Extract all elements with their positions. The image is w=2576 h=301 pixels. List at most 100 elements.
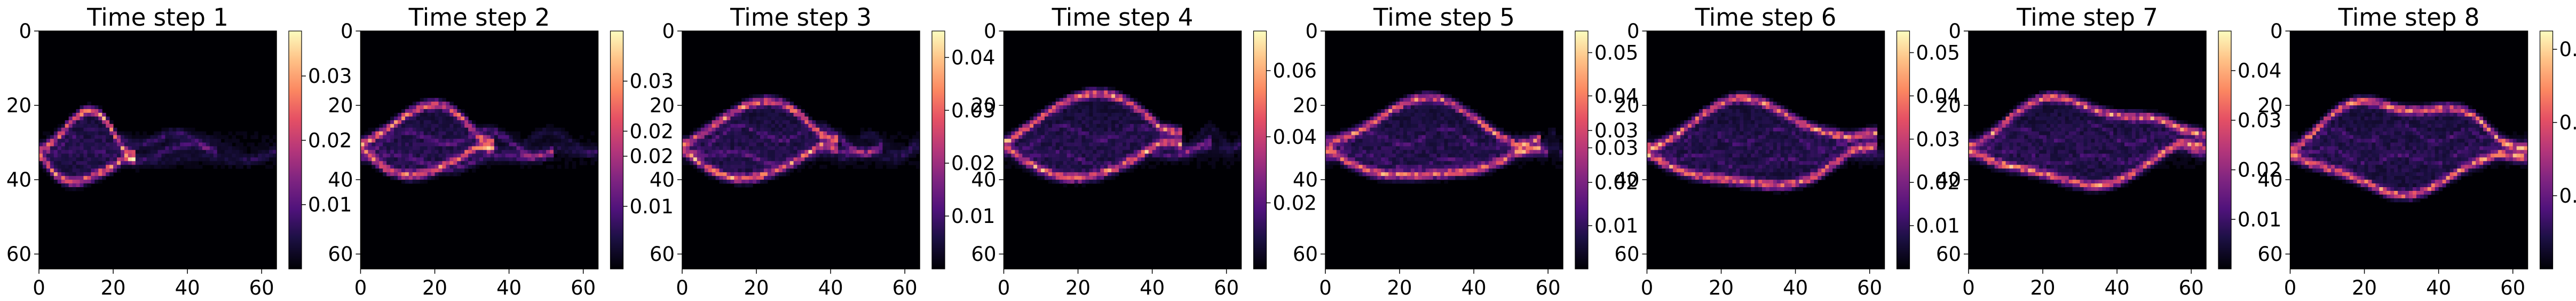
x-tick-label: 60 (892, 276, 918, 299)
colorbar-tick-label: 0.02 (1594, 171, 1638, 194)
colorbar-tick-label: 0.03 (308, 65, 352, 88)
colorbar-tick-label: 0.06 (1273, 59, 1317, 82)
y-tick-label: 20 (1293, 94, 1318, 117)
colorbar-tick-label: 0.02 (2559, 184, 2576, 207)
y-tick-label: 40 (971, 168, 996, 191)
y-tick-label: 20 (971, 94, 996, 117)
colorbar-tick-label: 0.02 (2238, 159, 2281, 182)
x-tick-label: 40 (496, 276, 521, 299)
colorbar-frame (288, 30, 302, 269)
heatmap-image (1325, 31, 1563, 269)
x-tick-label: 60 (1536, 276, 1561, 299)
x-tick-label: 60 (2179, 276, 2204, 299)
heatmap-frame (1325, 30, 1563, 269)
panel-title: Time step 4 (1052, 3, 1194, 32)
y-tick-label: 40 (650, 168, 675, 191)
heatmap-image (39, 31, 277, 269)
y-tick-label: 20 (650, 94, 675, 117)
panel-7: Time step 70 20 40 6002040600.010.020.030.0… (1936, 3, 2281, 299)
colorbar-tick-label: 0.03 (630, 70, 674, 93)
x-tick-label: 0 (1962, 276, 1975, 299)
colorbar-tick-label: 0.02 (630, 145, 674, 168)
heatmap-image (1969, 31, 2207, 269)
x-tick-label: 20 (2352, 276, 2377, 299)
colorbar-tick-label: 0.02 (1273, 191, 1317, 214)
y-tick-label: 40 (1293, 168, 1318, 191)
x-tick-label: 0 (33, 276, 45, 299)
colorbar (610, 31, 623, 269)
panel-title: Time step 5 (1373, 3, 1515, 32)
colorbar-tick-label: 0.01 (630, 195, 674, 218)
panel-3: Time step 30 20 40 6002040600.010.020.030.0… (650, 3, 995, 299)
colorbar-tick-label: 0.04 (2238, 59, 2281, 82)
colorbar-tick-label: 0.03 (951, 99, 995, 122)
y-tick-label: 60 (328, 243, 353, 266)
heatmap-frame (1968, 30, 2207, 269)
x-tick-label: 0 (2284, 276, 2297, 299)
y-tick-label: 0 (984, 20, 997, 43)
heatmap-image (2290, 31, 2528, 269)
x-tick-label: 60 (1857, 276, 1882, 299)
heatmap-frame (360, 30, 599, 269)
x-tick-label: 20 (1709, 276, 1734, 299)
x-tick-label: 60 (1214, 276, 1239, 299)
y-tick-label: 60 (650, 243, 675, 266)
colorbar-tick-label: 0.05 (1594, 41, 1638, 64)
heatmap-frame (2289, 30, 2528, 269)
heatmap-frame (1003, 30, 1242, 269)
colorbar-tick-label: 0.04 (2559, 111, 2576, 134)
x-tick-label: 40 (1140, 276, 1165, 299)
x-tick-label: 0 (1319, 276, 1332, 299)
panel-title: Time step 2 (408, 3, 550, 32)
colorbar-tick-label: 0.03 (1916, 128, 1960, 151)
y-tick-label: 40 (2257, 168, 2282, 191)
y-tick-label: 0 (1627, 20, 1640, 43)
x-tick-label: 40 (818, 276, 843, 299)
panel-5: Time step 50 20 40 6002040600.010.020.030.0… (1293, 3, 1638, 299)
colorbar-tick-label: 0.01 (1916, 214, 1960, 237)
colorbar-frame (931, 30, 945, 269)
colorbar-frame (1896, 30, 1910, 269)
colorbar-tick-label: 0.01 (1594, 214, 1638, 237)
colorbar (2540, 31, 2553, 269)
y-tick-label: 0 (19, 20, 31, 43)
x-tick-label: 60 (2500, 276, 2525, 299)
y-tick-label: 40 (328, 168, 353, 191)
panel-title: Time step 6 (1695, 3, 1837, 32)
y-tick-label: 40 (1614, 168, 1639, 191)
panel-title: Time step 1 (86, 3, 228, 32)
y-tick-label: 20 (328, 94, 353, 117)
y-tick-label: 40 (1936, 168, 1961, 191)
colorbar-tick-label: 0.04 (1594, 84, 1638, 107)
y-tick-label: 40 (6, 168, 31, 191)
colorbar-tick-label: 0.05 (1916, 41, 1960, 64)
y-tick-label: 20 (1936, 94, 1961, 117)
y-tick-label: 0 (341, 20, 353, 43)
x-tick-label: 0 (998, 276, 1010, 299)
x-tick-label: 20 (1387, 276, 1412, 299)
colorbar-frame (610, 30, 624, 269)
colorbar-tick-label: 0.02 (1916, 171, 1960, 194)
y-tick-label: 20 (2257, 94, 2282, 117)
heatmap-frame (1646, 30, 1885, 269)
x-tick-label: 60 (249, 276, 274, 299)
x-tick-label: 40 (1783, 276, 1808, 299)
panel-2: Time step 20 20 40 6002040600.010.020.020.0… (328, 3, 673, 299)
x-tick-label: 20 (2030, 276, 2056, 299)
colorbar (289, 31, 302, 269)
x-tick-label: 0 (354, 276, 367, 299)
y-tick-label: 60 (1936, 243, 1961, 266)
colorbar (1897, 31, 1910, 269)
x-tick-label: 40 (2105, 276, 2130, 299)
colorbar-frame (2539, 30, 2554, 269)
heatmap-image (360, 31, 598, 269)
heatmap-image (682, 31, 920, 269)
x-tick-label: 40 (175, 276, 200, 299)
x-tick-label: 0 (1641, 276, 1654, 299)
colorbar-frame (2218, 30, 2232, 269)
heatmap-image (1647, 31, 1885, 269)
colorbar (932, 31, 945, 269)
